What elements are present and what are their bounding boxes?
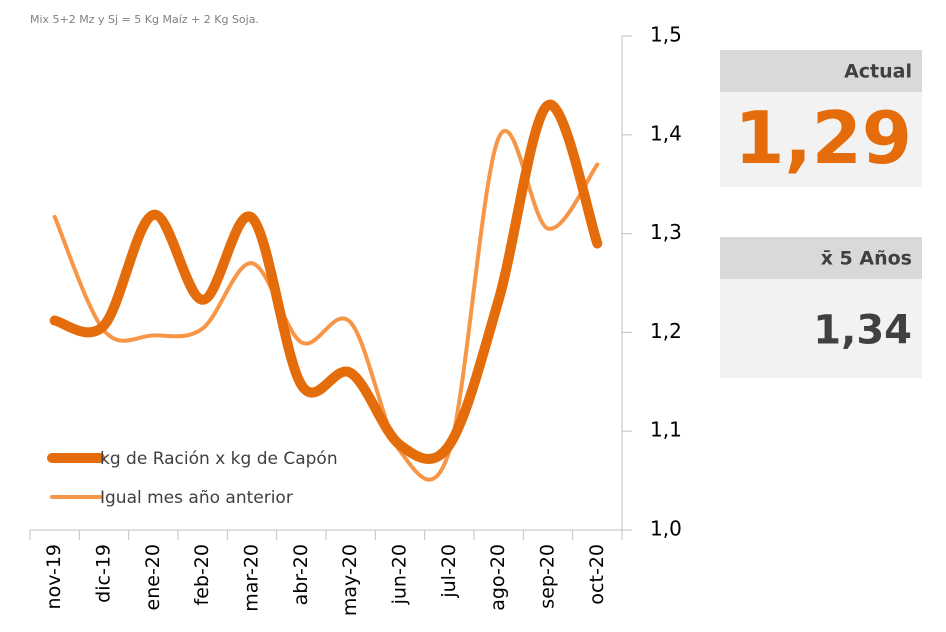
x-tick-label: feb-20 [191, 544, 213, 605]
x-tick-label: sep-20 [537, 544, 559, 609]
x-tick-label: nov-19 [43, 544, 65, 609]
legend-label: kg de Ración x kg de Capón [100, 449, 338, 469]
x-tick-label: abr-20 [290, 544, 312, 605]
x-tick-label: jul-20 [438, 544, 460, 599]
y-tick-label: 1,4 [650, 121, 682, 145]
panel-body [720, 279, 922, 378]
panel-header [720, 50, 922, 92]
chart-subtitle: Mix 5+2 Mz y Sj = 5 Kg Maíz + 2 Kg Soja. [30, 13, 259, 26]
panel-title: x̄ 5 Años [821, 248, 912, 270]
x-tick-label: oct-20 [586, 544, 608, 605]
legend-label: Igual mes año anterior [100, 488, 293, 508]
panel-header [720, 237, 922, 279]
panel-value: 1,29 [734, 96, 912, 180]
y-tick-label: 1,0 [650, 517, 682, 541]
y-tick-label: 1,5 [650, 23, 682, 47]
y-tick-label: 1,2 [650, 319, 682, 343]
y-tick-label: 1,1 [650, 418, 682, 442]
x-tick-label: ene-20 [142, 544, 164, 610]
series-line [52, 128, 600, 482]
panel-title: Actual [844, 61, 912, 83]
x-tick-label: may-20 [339, 544, 361, 616]
panel-body [720, 92, 922, 187]
x-tick-label: dic-19 [93, 544, 115, 603]
x-tick-label: mar-20 [241, 544, 263, 612]
x-tick-label: ago-20 [487, 544, 509, 611]
series-line [49, 100, 603, 464]
y-tick-label: 1,3 [650, 220, 682, 244]
x-tick-label: jun-20 [389, 544, 411, 605]
panel-value: 1,34 [813, 308, 912, 354]
